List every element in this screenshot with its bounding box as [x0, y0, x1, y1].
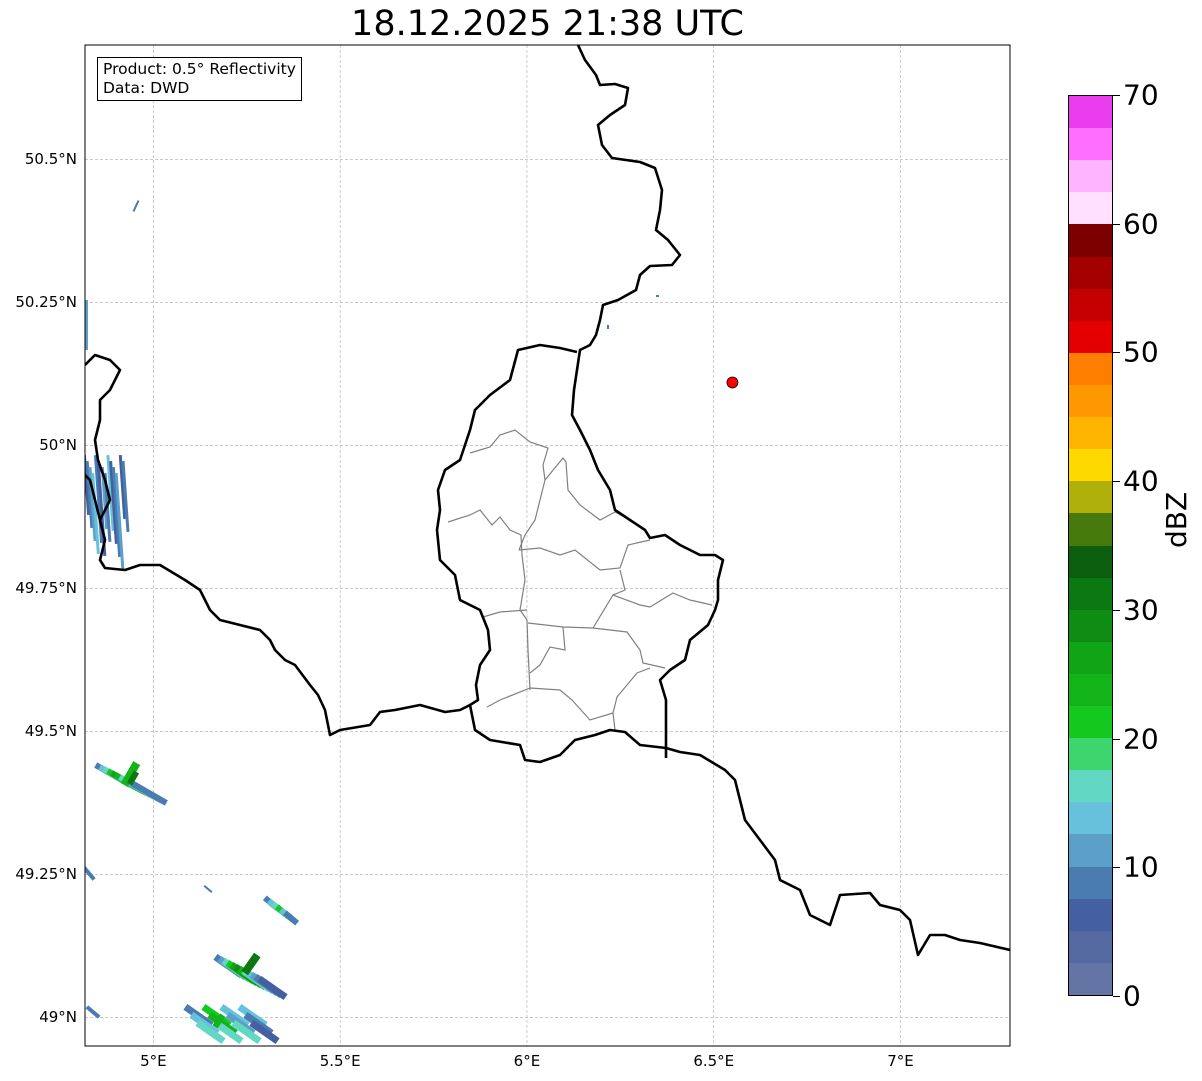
lon-tick-label: 6°E — [513, 1052, 541, 1070]
colorbar-bin — [1069, 352, 1112, 385]
colorbar-bin — [1069, 384, 1112, 418]
lat-tick-label: 49.25°N — [15, 865, 77, 884]
colorbar-bin — [1069, 159, 1112, 193]
radar-echo — [249, 1019, 280, 1045]
radar-echo — [231, 1019, 262, 1045]
radar-echo — [203, 885, 213, 893]
radar-echo — [85, 454, 91, 516]
colorbar-bin — [1069, 641, 1112, 674]
colorbar-tick — [1113, 867, 1120, 869]
colorbar-bin — [1069, 898, 1112, 931]
lat-tick-label: 49.5°N — [24, 722, 77, 741]
country-borders — [85, 45, 1010, 957]
colorbar-bin — [1069, 512, 1112, 546]
colorbar-bin — [1069, 480, 1112, 514]
colorbar-tick-label: 40 — [1123, 464, 1159, 498]
colorbar-bin — [1069, 866, 1112, 899]
lon-tick-label: 5.5°E — [319, 1052, 361, 1070]
colorbar-bin — [1069, 705, 1112, 739]
radar-echo — [100, 466, 109, 530]
radar-echo — [109, 460, 118, 545]
lon-tick-label: 6.5°E — [693, 1052, 735, 1070]
colorbar-tick-label: 30 — [1123, 593, 1159, 627]
colorbar-bin — [1069, 545, 1112, 578]
colorbar-bin — [1069, 320, 1112, 353]
colorbar — [1068, 95, 1113, 996]
commune-borders — [447, 429, 713, 731]
colorbar-bin — [1069, 416, 1112, 450]
radar-echo — [213, 1019, 244, 1045]
lat-tick-label: 50.5°N — [24, 150, 77, 169]
lon-tick-label: 7°E — [887, 1052, 914, 1070]
colorbar-tick — [1113, 352, 1120, 354]
radar-echo — [130, 780, 168, 806]
colorbar-tick — [1113, 996, 1120, 997]
colorbar-unit-label: dBZ — [1160, 491, 1193, 548]
colorbar-bin — [1069, 801, 1112, 835]
colorbar-bin — [1069, 673, 1112, 707]
data-source-label: Data: DWD — [103, 79, 190, 97]
colorbar-bin — [1069, 737, 1112, 771]
lat-tick-label: 49.75°N — [15, 579, 77, 598]
radar-echo — [114, 473, 125, 570]
colorbar-bin — [1069, 448, 1112, 482]
colorbar-tick-label: 20 — [1123, 722, 1159, 756]
colorbar-tick-label: 50 — [1123, 335, 1159, 369]
colorbar-tick — [1113, 223, 1120, 225]
radar-echo — [257, 975, 288, 1001]
map-title: 18.12.2025 21:38 UTC — [351, 4, 744, 44]
colorbar-tick-label: 0 — [1123, 979, 1141, 1013]
colorbar-tick-label: 60 — [1123, 207, 1159, 241]
colorbar-bin — [1069, 127, 1112, 161]
map-frame — [84, 44, 1011, 1047]
radar-echo — [132, 200, 140, 212]
radar-echo — [118, 454, 127, 520]
colorbar-bin — [1069, 833, 1112, 867]
colorbar-bin — [1069, 930, 1112, 963]
colorbar-tick — [1113, 481, 1120, 483]
radar-echo — [212, 1013, 226, 1029]
radar-echo — [282, 910, 300, 926]
colorbar-bin — [1069, 577, 1112, 610]
colorbar-bin — [1069, 223, 1112, 257]
radar-echo — [241, 952, 261, 976]
colorbar-bin — [1069, 609, 1112, 642]
lat-tick-label: 50°N — [39, 436, 77, 455]
radar-echo — [111, 467, 122, 557]
lat-tick-label: 50.25°N — [15, 293, 77, 312]
colorbar-bin — [1069, 256, 1112, 289]
colorbar-bin — [1069, 288, 1112, 321]
radar-echo — [106, 454, 115, 532]
radar-echo — [656, 295, 659, 297]
radar-echo — [85, 300, 88, 350]
info-box: Product: 0.5° Reflectivity Data: DWD — [97, 57, 302, 101]
radar-echo — [121, 460, 130, 533]
gridlines — [85, 45, 1010, 1046]
radar-echo — [195, 1019, 226, 1045]
colorbar-tick — [1113, 609, 1120, 611]
radar-echo — [85, 861, 96, 881]
colorbar-tick — [1113, 95, 1120, 96]
radar-echo — [85, 1005, 101, 1019]
radar-echoes — [85, 200, 659, 1045]
lon-tick-label: 5°E — [140, 1052, 167, 1070]
product-label: Product: 0.5° Reflectivity — [103, 60, 296, 78]
colorbar-tick — [1113, 738, 1120, 740]
colorbar-bin — [1069, 95, 1112, 129]
colorbar-bin — [1069, 962, 1112, 995]
lat-tick-label: 49°N — [39, 1008, 77, 1027]
radar-echo — [120, 761, 141, 787]
colorbar-tick-label: 10 — [1123, 850, 1159, 884]
radar-echo — [607, 325, 609, 329]
radar-site-marker — [726, 376, 739, 389]
radar-echo — [126, 770, 140, 786]
colorbar-bin — [1069, 191, 1112, 225]
colorbar-tick-label: 70 — [1123, 78, 1159, 112]
colorbar-bin — [1069, 769, 1112, 803]
